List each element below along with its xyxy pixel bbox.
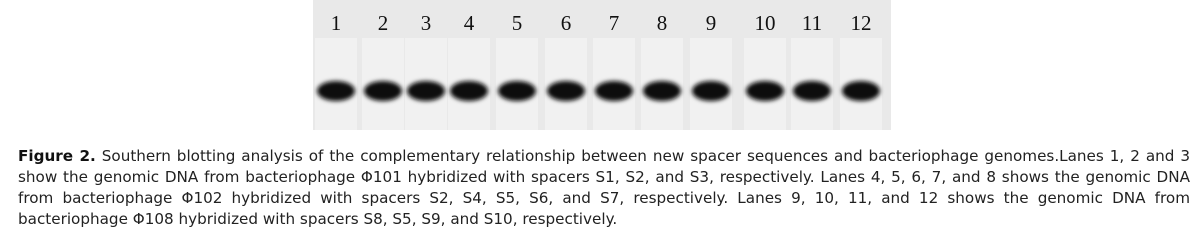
gel-image: 1 2 3 4 5 6 7 8 9 10 11 12 [313, 0, 891, 130]
band [317, 81, 355, 101]
band [498, 81, 536, 101]
lane-label: 12 [851, 11, 872, 35]
caption: Figure 2. Southern blotting analysis of … [18, 146, 1190, 230]
lane-label: 6 [561, 11, 572, 35]
band [842, 81, 880, 101]
lane-label: 1 [331, 11, 342, 35]
lane-label: 11 [802, 11, 822, 35]
lane-label: 7 [609, 11, 620, 35]
caption-text: Southern blotting analysis of the comple… [18, 147, 1190, 228]
band [595, 81, 633, 101]
lane-label: 8 [657, 11, 668, 35]
lane-label: 3 [421, 11, 432, 35]
lane-label: 9 [706, 11, 717, 35]
band [547, 81, 585, 101]
band [450, 81, 488, 101]
caption-label: Figure 2. [18, 147, 96, 165]
band [746, 81, 784, 101]
lane-label: 5 [512, 11, 523, 35]
band [364, 81, 402, 101]
band [407, 81, 445, 101]
band [643, 81, 681, 101]
band [793, 81, 831, 101]
band [692, 81, 730, 101]
lane-label: 4 [464, 11, 475, 35]
lane-label: 10 [755, 11, 776, 35]
lane-label: 2 [378, 11, 389, 35]
